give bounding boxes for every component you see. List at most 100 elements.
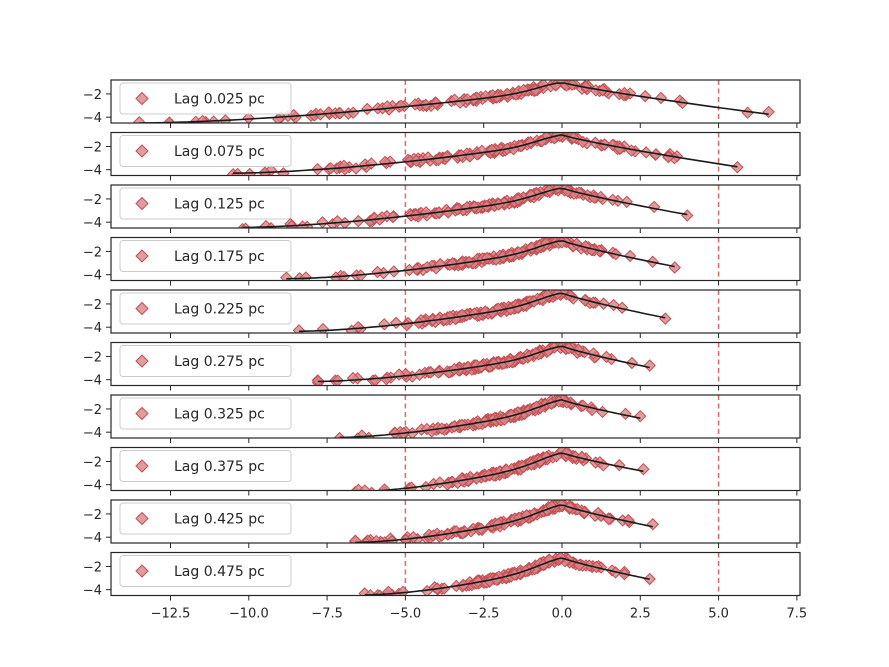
panel-plot-area — [237, 185, 720, 228]
data-point — [524, 135, 537, 149]
fit-line — [242, 187, 688, 228]
x-tick-label: −7.5 — [311, 607, 343, 622]
legend-label: Lag 0.175 pc — [174, 249, 265, 265]
legend-box — [119, 292, 292, 325]
fit-line — [317, 345, 650, 383]
y-tick-label: −4 — [83, 531, 102, 546]
y-tick-label: −4 — [83, 111, 102, 126]
x-tick-label: −5.0 — [390, 607, 422, 622]
panel-9: −2 −4 Lag 0.425 pc — [83, 499, 801, 548]
panel-frame — [110, 394, 801, 439]
legend-marker-icon — [135, 564, 149, 578]
panel-plot-area — [280, 237, 720, 281]
legend-marker-icon — [135, 91, 149, 106]
legend-label: Lag 0.375 pc — [174, 459, 265, 475]
y-tick-label: −2 — [83, 508, 102, 523]
panels-layer: −2 −4 Lag 0.025 pc −2 −4 Lag 0.075 pc −2 −4 Lag … — [83, 79, 801, 601]
panel-6: −2 −4 Lag 0.275 pc — [83, 341, 801, 391]
legend-label: Lag 0.325 pc — [174, 407, 265, 423]
data-point — [243, 167, 256, 176]
data-point — [643, 359, 656, 372]
panel-frame — [110, 289, 801, 334]
data-point — [659, 312, 672, 325]
data-point — [378, 318, 391, 331]
legend-label: Lag 0.475 pc — [174, 564, 265, 580]
legend-marker-icon — [135, 301, 149, 316]
data-point — [258, 166, 272, 176]
data-point — [378, 483, 391, 491]
panel-2: −2 −4 Lag 0.075 pc — [83, 131, 801, 181]
data-point — [638, 89, 652, 103]
panel-frame — [110, 131, 801, 177]
data-point — [485, 143, 499, 157]
panel-frame — [110, 446, 801, 492]
data-point — [492, 517, 505, 530]
legend: Lag 0.175 pc — [119, 240, 292, 272]
panel-frame — [110, 236, 801, 282]
data-point — [646, 518, 660, 531]
data-point — [731, 161, 744, 174]
data-point — [394, 99, 408, 112]
data-point — [654, 91, 668, 105]
y-tick-label: −2 — [83, 455, 102, 470]
legend-label: Lag 0.225 pc — [174, 302, 265, 318]
data-point — [163, 116, 176, 123]
y-tick-label: −4 — [83, 164, 102, 179]
legend: Lag 0.225 pc — [119, 292, 292, 325]
data-point — [615, 301, 629, 314]
data-point — [389, 316, 403, 330]
data-point — [358, 484, 371, 491]
data-point — [349, 534, 362, 543]
legend-marker-icon — [135, 144, 149, 158]
legend: Lag 0.325 pc — [119, 397, 292, 430]
data-point — [371, 265, 384, 279]
panel-frame — [110, 551, 801, 597]
data-point — [277, 167, 290, 176]
data-point — [311, 374, 325, 386]
legend-marker-icon — [135, 249, 149, 263]
panel-frame — [110, 79, 801, 124]
data-point — [600, 350, 613, 364]
data-point — [132, 116, 146, 123]
panel-frame — [110, 499, 801, 544]
legend-label: Lag 0.125 pc — [174, 197, 265, 213]
x-tick-label: −10.0 — [229, 607, 269, 622]
fit-line — [355, 504, 653, 543]
data-point — [242, 111, 255, 123]
legend-box — [119, 502, 292, 535]
legend: Lag 0.375 pc — [119, 450, 292, 482]
legend-box — [119, 135, 292, 167]
y-tick-label: −4 — [83, 269, 102, 284]
y-tick-label: −2 — [83, 298, 102, 313]
legend: Lag 0.125 pc — [119, 187, 292, 220]
data-point — [468, 307, 481, 320]
data-point — [331, 215, 344, 228]
legend-box — [119, 450, 292, 482]
data-point — [613, 459, 626, 472]
legend: Lag 0.075 pc — [119, 135, 292, 167]
y-tick-label: −2 — [83, 140, 102, 155]
y-tick-label: −2 — [83, 403, 102, 418]
data-point — [316, 216, 329, 228]
data-point — [620, 195, 633, 209]
data-point — [361, 102, 374, 116]
legend-marker-icon — [135, 196, 149, 211]
panel-4: −2 −4 Lag 0.175 pc — [83, 236, 801, 286]
panel-7: −2 −4 Lag 0.325 pc — [83, 394, 801, 443]
panel-plot-area — [292, 290, 720, 333]
legend-box — [119, 187, 292, 220]
fit-line — [233, 134, 738, 174]
y-tick-label: −4 — [83, 321, 102, 336]
data-point — [292, 324, 306, 333]
x-tick-label: 5.0 — [708, 607, 729, 622]
x-tick-label: 2.5 — [630, 607, 651, 622]
fit-line — [298, 292, 666, 333]
legend-box — [119, 555, 292, 587]
y-tick-label: −2 — [83, 560, 102, 575]
panel-5: −2 −4 Lag 0.225 pc — [83, 289, 801, 338]
data-point — [596, 405, 609, 419]
y-tick-label: −4 — [83, 374, 102, 389]
data-point — [618, 86, 631, 100]
y-tick-label: −2 — [83, 350, 102, 365]
